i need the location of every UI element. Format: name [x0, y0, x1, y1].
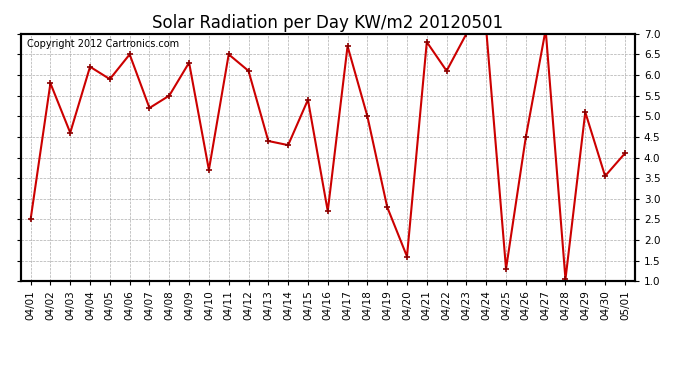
Title: Solar Radiation per Day KW/m2 20120501: Solar Radiation per Day KW/m2 20120501	[152, 14, 503, 32]
Text: Copyright 2012 Cartronics.com: Copyright 2012 Cartronics.com	[27, 39, 179, 49]
